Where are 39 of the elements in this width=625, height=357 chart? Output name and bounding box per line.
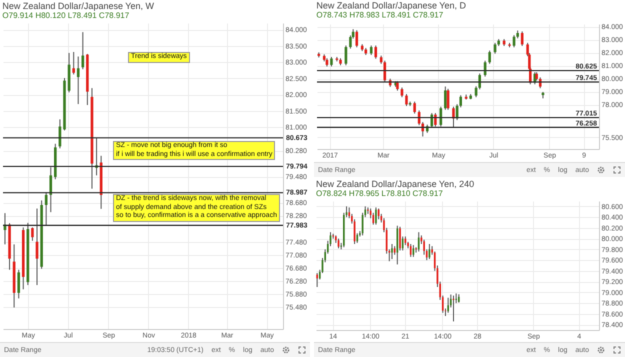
candlestick xyxy=(410,244,412,258)
candlestick xyxy=(444,86,447,110)
candlestick xyxy=(81,32,84,70)
candlestick xyxy=(370,44,373,56)
candlestick xyxy=(36,208,38,286)
candlestick xyxy=(17,269,20,299)
candlestick xyxy=(391,244,393,260)
candlestick xyxy=(452,295,454,322)
candlestick xyxy=(316,272,318,288)
candlestick xyxy=(374,44,378,60)
candlestick xyxy=(383,60,386,82)
candlestick xyxy=(44,192,48,226)
candlestick xyxy=(330,56,333,67)
candlestick xyxy=(76,56,80,105)
candlestick xyxy=(338,238,340,249)
chart-subtitle: O79.914 H80.120 L78.491 C78.917 xyxy=(2,11,130,20)
chart-title: New Zealand Dollar/Japanese Yen, D xyxy=(316,0,466,11)
candlestick xyxy=(405,94,408,107)
candlestick xyxy=(355,30,358,48)
candlestick xyxy=(344,44,348,66)
chart-subtitle: O78.824 H78.965 L78.810 C78.917 xyxy=(316,189,444,198)
candlestick xyxy=(413,101,416,114)
candlestick xyxy=(452,106,455,128)
candlestick xyxy=(375,206,377,226)
candlestick xyxy=(4,212,6,245)
chart-title: New Zealand Dollar/Japanese Yen, 240 xyxy=(316,179,474,189)
chart-title: New Zealand Dollar/Japanese Yen, W xyxy=(2,1,154,11)
candlestick xyxy=(494,42,496,54)
candlestick xyxy=(446,88,450,110)
candlestick xyxy=(512,34,516,48)
candlestick xyxy=(428,244,430,260)
candlestick xyxy=(520,30,524,47)
candlestick xyxy=(72,51,75,75)
candlestick xyxy=(400,87,404,98)
candlestick xyxy=(412,244,414,258)
chart-subtitle: O78.743 H78.983 L78.491 C78.917 xyxy=(316,10,444,20)
candlestick xyxy=(31,226,34,242)
candlestick xyxy=(440,106,442,127)
candlestick xyxy=(488,50,491,64)
